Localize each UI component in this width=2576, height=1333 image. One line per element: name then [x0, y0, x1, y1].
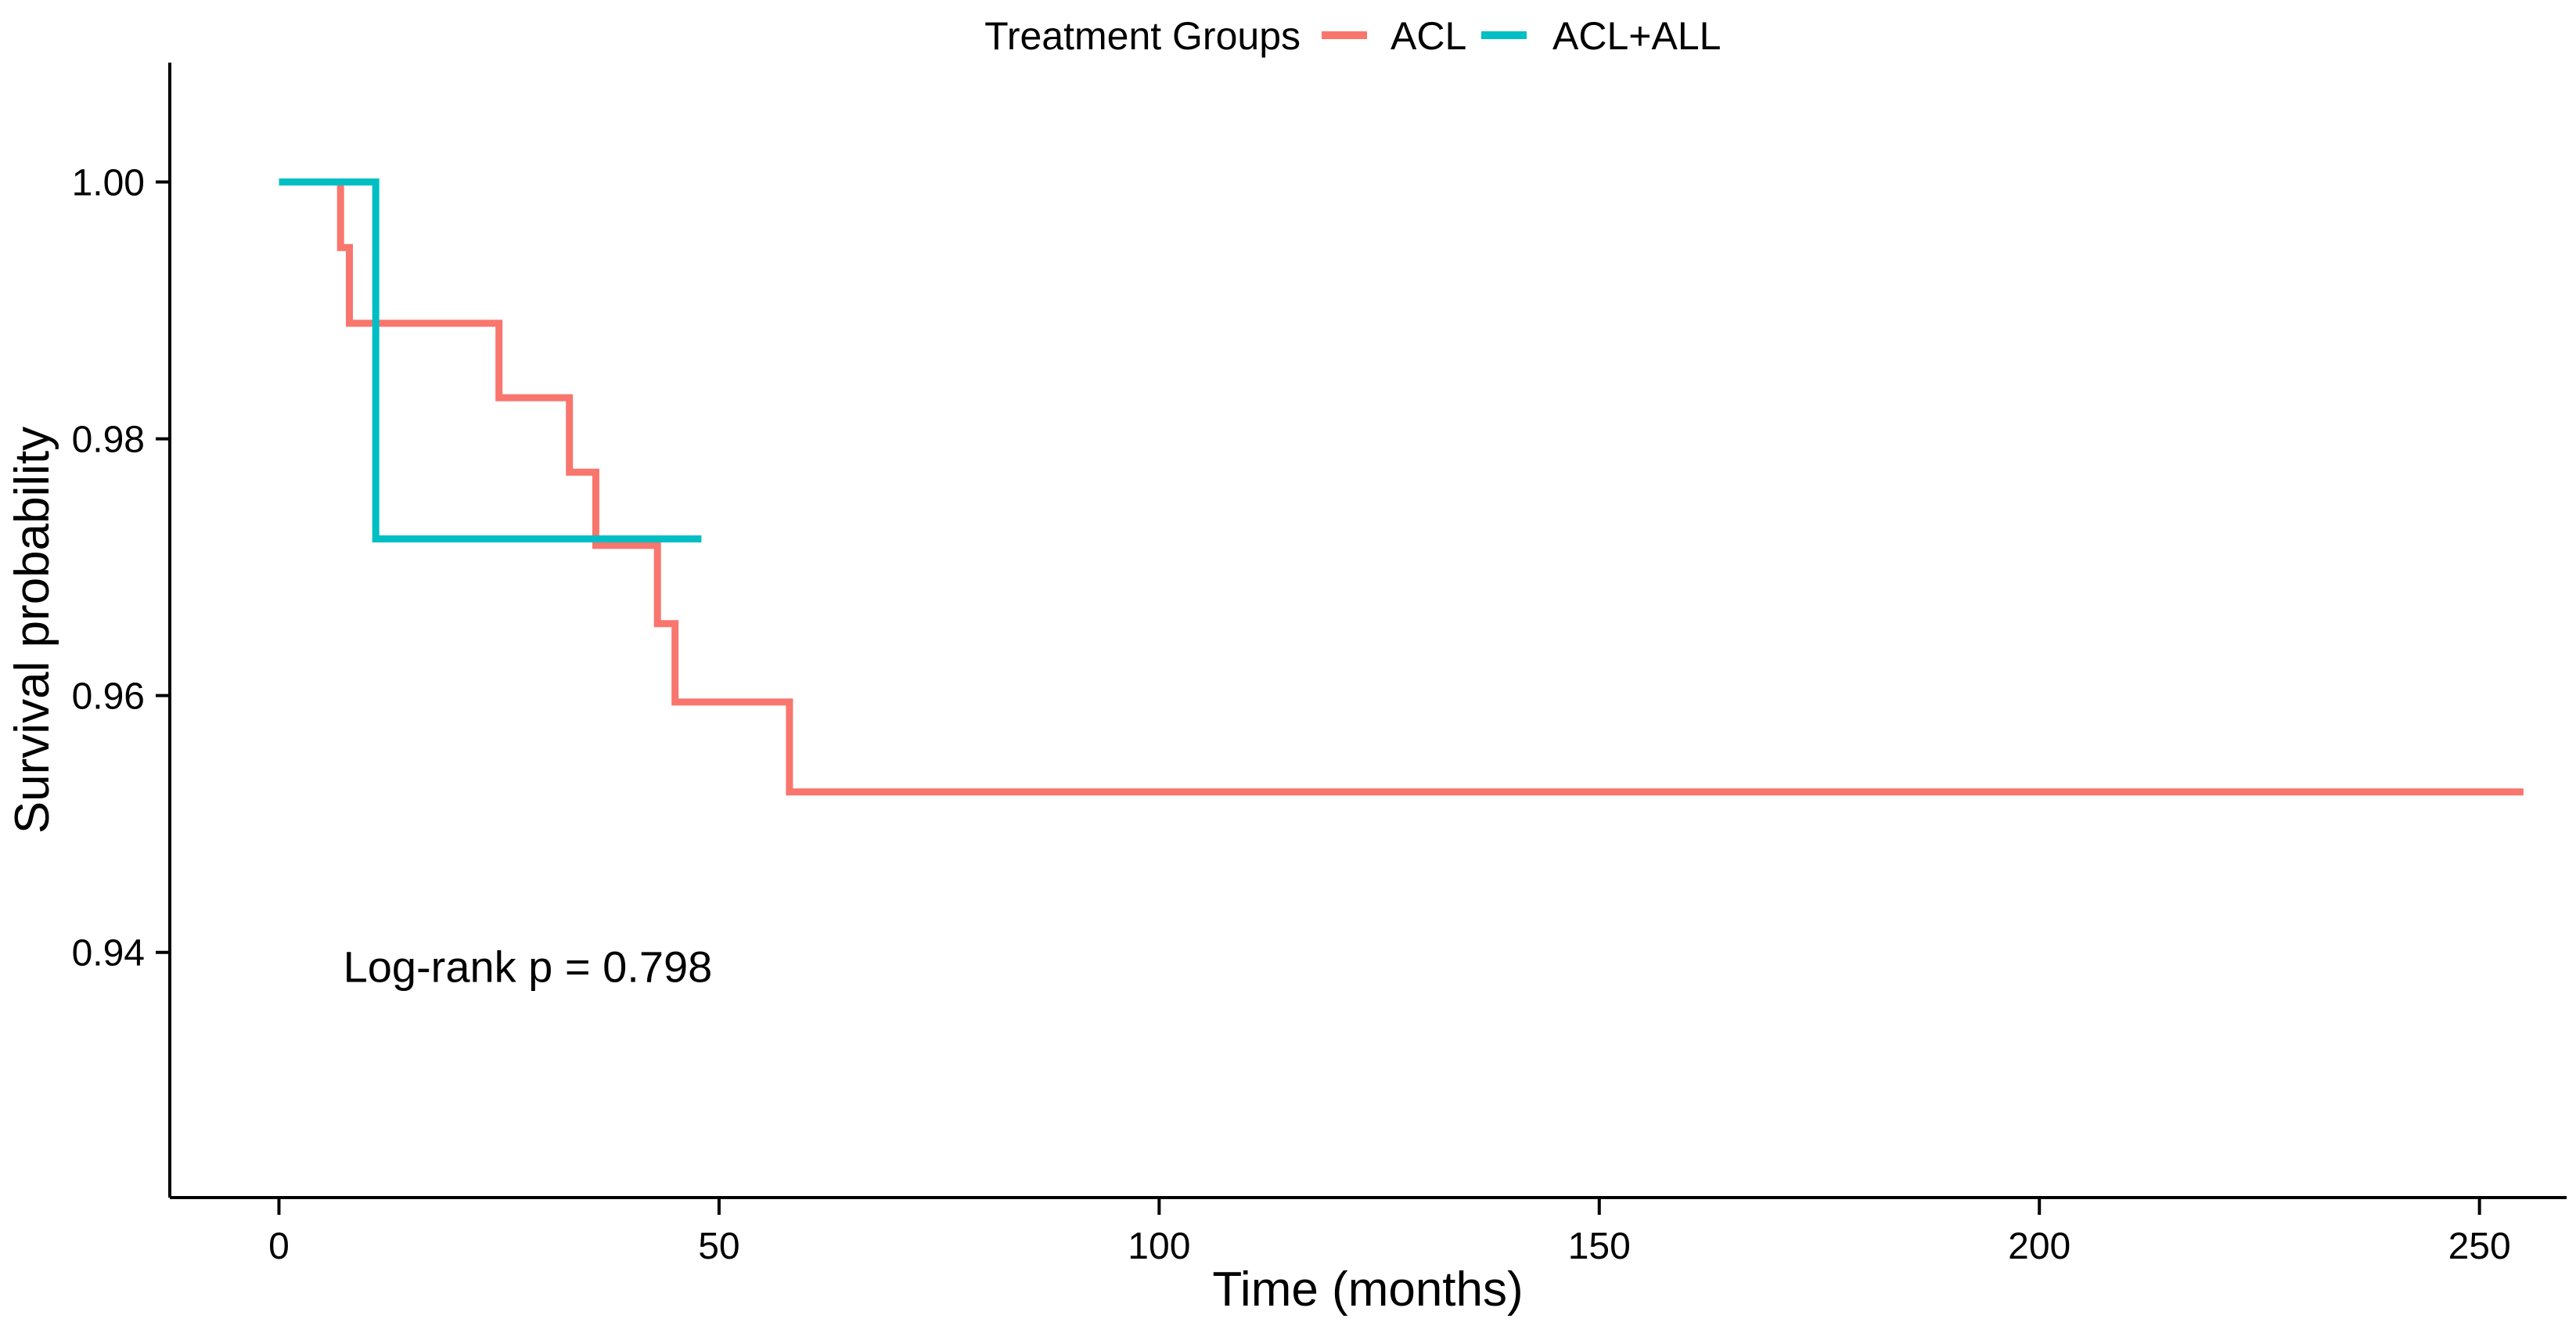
x-tick-label: 100	[1128, 1226, 1190, 1267]
logrank-annotation: Log-rank p = 0.798	[344, 942, 713, 991]
y-tick-label: 0.98	[72, 420, 145, 461]
y-tick-label: 0.96	[72, 676, 145, 718]
survival-curve-acl-all	[279, 178, 702, 542]
curves-layer	[279, 178, 2524, 796]
x-tick-label: 0	[268, 1226, 290, 1267]
x-tick-label: 150	[1568, 1226, 1631, 1267]
x-axis-title: Time (months)	[1212, 1263, 1523, 1317]
y-tick-label: 1.00	[72, 163, 145, 204]
x-tick-label: 50	[698, 1226, 739, 1267]
legend-label-acl-all: ACL+ALL	[1552, 14, 1721, 58]
y-axis-title: Survival probability	[5, 427, 59, 834]
legend-title: Treatment Groups	[984, 14, 1301, 58]
survival-curve-acl	[279, 178, 2524, 796]
x-tick-label: 250	[2448, 1226, 2511, 1267]
axes-layer: 0 50 100 150 200 250 1.00 0.98 0.96 0.94	[72, 63, 2567, 1267]
x-tick-label: 200	[2008, 1226, 2071, 1267]
y-tick-label: 0.94	[72, 933, 145, 975]
legend-label-acl: ACL	[1391, 14, 1466, 58]
